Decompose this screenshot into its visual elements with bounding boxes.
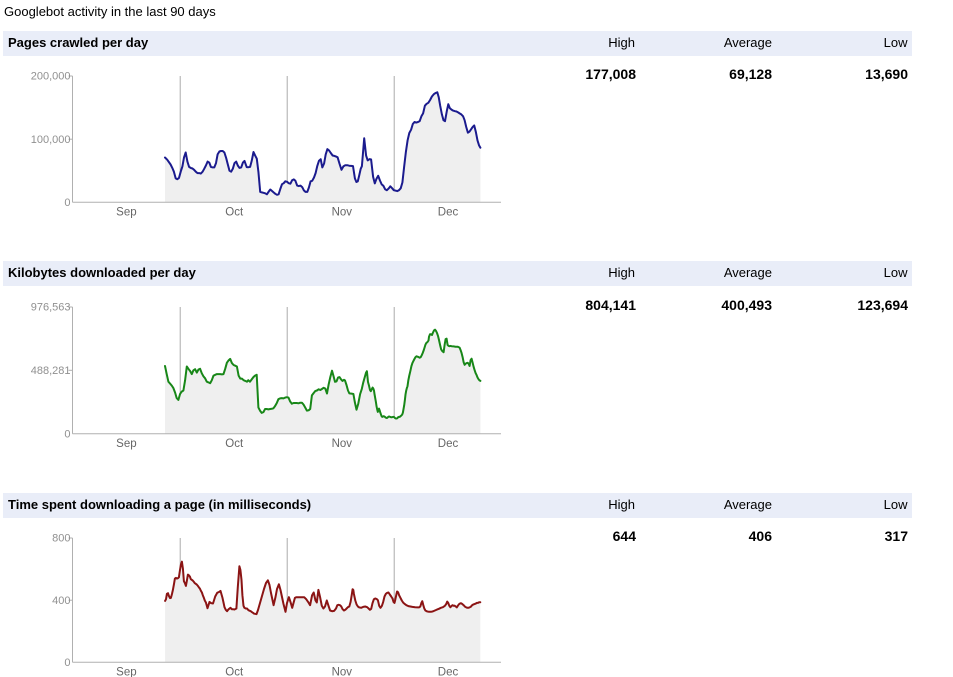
svg-text:Nov: Nov [332, 667, 353, 677]
svg-text:Dec: Dec [438, 438, 459, 450]
svg-text:200,000: 200,000 [31, 71, 71, 83]
svg-text:Oct: Oct [225, 207, 244, 219]
svg-text:Oct: Oct [225, 438, 244, 450]
svg-text:Oct: Oct [225, 667, 244, 677]
svg-text:488,281: 488,281 [31, 365, 71, 377]
svg-text:Dec: Dec [438, 207, 459, 219]
svg-text:0: 0 [64, 428, 70, 440]
svg-text:Dec: Dec [438, 667, 459, 677]
svg-text:Nov: Nov [332, 207, 353, 219]
svg-text:100,000: 100,000 [31, 134, 71, 146]
svg-text:Sep: Sep [116, 207, 136, 219]
svg-text:0: 0 [64, 657, 70, 669]
svg-text:Nov: Nov [332, 438, 353, 450]
svg-text:Sep: Sep [116, 438, 136, 450]
svg-text:976,563: 976,563 [31, 302, 71, 314]
svg-text:400: 400 [52, 595, 70, 607]
svg-text:Sep: Sep [116, 667, 136, 677]
svg-text:800: 800 [52, 533, 70, 545]
svg-text:0: 0 [64, 197, 70, 209]
